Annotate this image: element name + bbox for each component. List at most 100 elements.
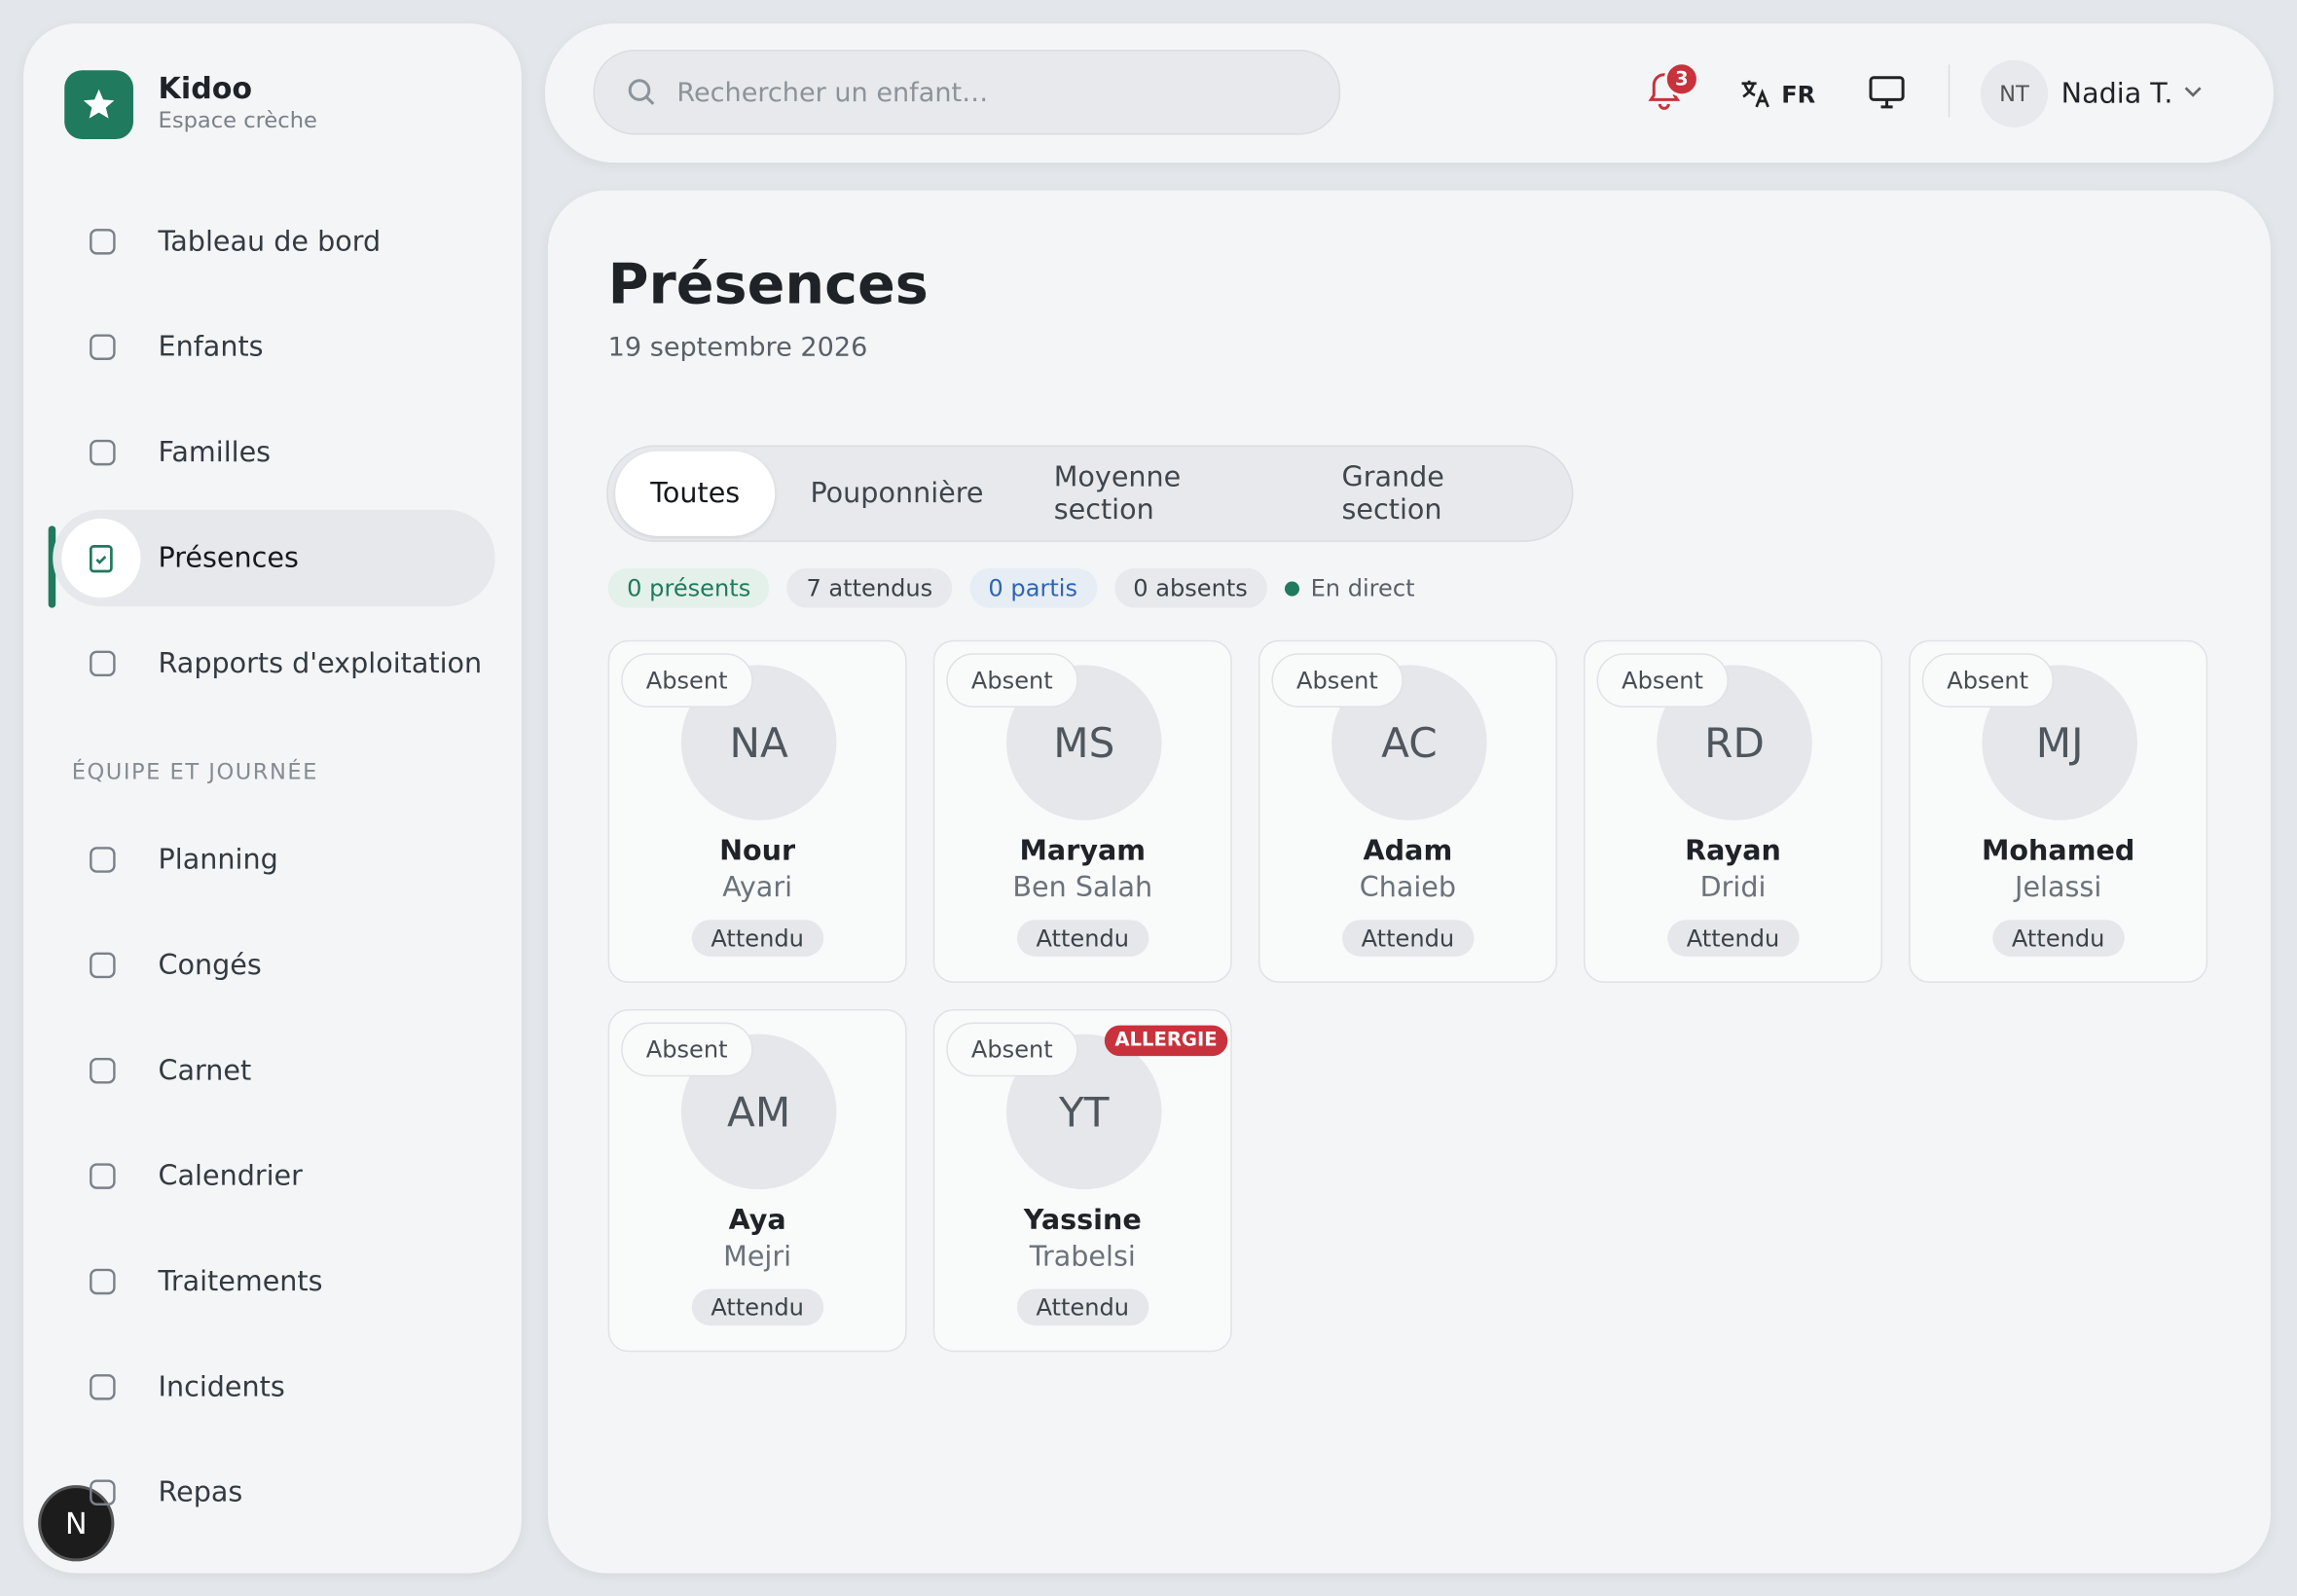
last-name: Ayari bbox=[722, 871, 793, 904]
counts: 0 présents 7 attendus 0 partis 0 absents En … bbox=[607, 567, 1415, 608]
user-avatar[interactable]: NT bbox=[1980, 59, 2049, 127]
sidebar: Kidoo Espace crèche ÉQUIPE ET JOURNÉE N … bbox=[23, 23, 522, 1574]
user-menu-caret[interactable] bbox=[2183, 85, 2204, 99]
count-pill: 7 attendus bbox=[786, 567, 952, 608]
child-card[interactable]: MJ Absent Mohamed Jelassi Attendu bbox=[1909, 639, 2208, 983]
search[interactable]: Rechercher un enfant… bbox=[593, 50, 1341, 135]
attendance-badge: Attendu bbox=[1016, 1288, 1148, 1326]
nav-item[interactable]: Planning bbox=[53, 812, 495, 908]
child-card[interactable]: YT ALLERGIE Absent Yassine Trabelsi Attendu bbox=[932, 1009, 1232, 1353]
nav-icon bbox=[73, 212, 131, 271]
attendance-badge: Attendu bbox=[691, 1288, 823, 1326]
nav-label: Familles bbox=[158, 436, 272, 469]
nav-label: Repas bbox=[158, 1476, 243, 1509]
last-name: Dridi bbox=[1699, 871, 1767, 904]
nav-icon bbox=[73, 318, 131, 377]
status: Absent bbox=[1596, 653, 1729, 707]
tab[interactable]: Pouponnière bbox=[810, 477, 984, 510]
tabs: Toutes Pouponnière Moyenne section Grande s… bbox=[606, 445, 1574, 542]
last-name: Jelassi bbox=[2015, 871, 2102, 904]
status: Absent bbox=[946, 653, 1078, 707]
nav-icon bbox=[73, 1252, 131, 1311]
first-name: Adam bbox=[1363, 834, 1453, 868]
nav-item[interactable]: Présences bbox=[53, 509, 495, 607]
nav-label: Incidents bbox=[158, 1370, 285, 1403]
status: Absent bbox=[1271, 653, 1404, 707]
attendance-badge: Attendu bbox=[1016, 920, 1148, 957]
live-dot bbox=[1284, 580, 1299, 596]
nav-item[interactable]: Enfants bbox=[53, 299, 495, 395]
count-pill: 0 partis bbox=[968, 567, 1097, 608]
nav-icon bbox=[73, 423, 131, 482]
tab[interactable]: Grande section bbox=[1341, 461, 1444, 526]
dev-badge[interactable]: N bbox=[38, 1485, 115, 1562]
page-date: 19 septembre 2026 bbox=[607, 332, 868, 364]
nav-icon bbox=[73, 1146, 131, 1205]
status: Absent bbox=[621, 653, 753, 707]
search-placeholder: Rechercher un enfant… bbox=[676, 77, 989, 108]
children-grid: NA Absent Nour Ayari Attendu MS Absent Maryam Be… bbox=[607, 639, 2208, 1353]
nav-label: Présences bbox=[158, 541, 299, 574]
count-pill: 0 absents bbox=[1113, 567, 1267, 608]
child-card[interactable]: AM Absent Aya Mejri Attendu bbox=[607, 1009, 907, 1353]
first-name: Mohamed bbox=[1981, 834, 2135, 868]
child-card[interactable]: MS Absent Maryam Ben Salah Attendu bbox=[932, 639, 1232, 983]
child-card[interactable]: NA Absent Nour Ayari Attendu bbox=[607, 639, 907, 983]
live: En direct bbox=[1284, 573, 1415, 602]
nav-item[interactable]: Incidents bbox=[53, 1339, 495, 1435]
nav-label: Traitements bbox=[158, 1265, 323, 1298]
nav-item[interactable]: Familles bbox=[53, 404, 495, 500]
logo bbox=[64, 70, 133, 139]
nav-label: Congés bbox=[158, 949, 262, 982]
language[interactable]: FR bbox=[1737, 76, 1815, 111]
nav-label: Carnet bbox=[158, 1054, 252, 1087]
tab[interactable]: Moyenne section bbox=[1053, 461, 1182, 526]
brand-subtitle: Espace crèche bbox=[158, 106, 317, 133]
nav-item[interactable]: Tableau de bord bbox=[53, 194, 495, 290]
topbar: Rechercher un enfant… 3 FR NT Nadia T. bbox=[544, 23, 2274, 163]
brand-name: Kidoo bbox=[158, 70, 253, 106]
nav-item[interactable]: Traitements bbox=[53, 1233, 495, 1329]
last-name: Mejri bbox=[723, 1240, 792, 1273]
nav-icon bbox=[61, 518, 141, 598]
nav-item[interactable]: Rapports d'exploitation bbox=[53, 615, 495, 711]
first-name: Maryam bbox=[1019, 834, 1147, 868]
status: Absent bbox=[1921, 653, 2054, 707]
nav-icon bbox=[73, 1041, 131, 1100]
first-name: Nour bbox=[719, 834, 796, 868]
first-name: Aya bbox=[728, 1204, 786, 1237]
notifications[interactable]: 3 bbox=[1644, 61, 1699, 117]
tab[interactable]: Toutes bbox=[615, 451, 776, 536]
nav-icon bbox=[73, 936, 131, 995]
child-card[interactable]: RD Absent Rayan Dridi Attendu bbox=[1584, 639, 1883, 983]
first-name: Rayan bbox=[1685, 834, 1781, 868]
user-name[interactable]: Nadia T. bbox=[2060, 77, 2173, 110]
nav-label: Planning bbox=[158, 843, 278, 877]
page-title: Présences bbox=[607, 251, 929, 317]
notification-count: 3 bbox=[1663, 61, 1699, 97]
nav-icon bbox=[73, 830, 131, 889]
nav-label: Calendrier bbox=[158, 1160, 303, 1193]
active-indicator bbox=[48, 526, 56, 608]
nav-item[interactable]: Congés bbox=[53, 917, 495, 1013]
live-label: En direct bbox=[1310, 573, 1415, 602]
nav-item[interactable]: Carnet bbox=[53, 1023, 495, 1119]
count-pill: 0 présents bbox=[607, 567, 770, 608]
nav-label: Tableau de bord bbox=[158, 225, 382, 258]
last-name: Ben Salah bbox=[1012, 871, 1153, 904]
attendance-badge: Attendu bbox=[1667, 920, 1799, 957]
nav-label: Enfants bbox=[158, 331, 264, 364]
child-card[interactable]: AC Absent Adam Chaieb Attendu bbox=[1258, 639, 1557, 983]
attendance-badge: Attendu bbox=[1342, 920, 1474, 957]
nav-item[interactable]: Repas bbox=[53, 1444, 495, 1541]
nav-item[interactable]: Calendrier bbox=[53, 1128, 495, 1224]
language-code: FR bbox=[1781, 80, 1816, 108]
attendance-badge: Attendu bbox=[691, 920, 823, 957]
display-icon[interactable] bbox=[1868, 75, 1906, 110]
status: Absent bbox=[621, 1022, 753, 1077]
nav-icon bbox=[73, 635, 131, 693]
main: Présences 19 septembre 2026 Toutes Poupon… bbox=[547, 190, 2271, 1574]
